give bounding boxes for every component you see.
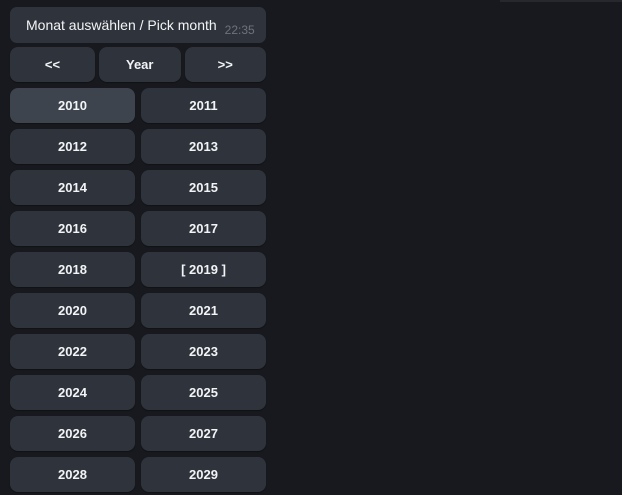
year-button[interactable]: 2013: [141, 129, 266, 164]
next-page-button[interactable]: >>: [184, 47, 266, 82]
year-button[interactable]: 2016: [10, 211, 135, 246]
prev-page-button[interactable]: <<: [10, 47, 95, 82]
year-button[interactable]: 2024: [10, 375, 135, 410]
top-edge-highlight: [500, 0, 622, 2]
message-timestamp: 22:35: [224, 23, 255, 37]
message-bubble: Monat auswählen / Pick month 22:35: [10, 7, 266, 43]
year-button[interactable]: 2017: [141, 211, 266, 246]
year-button[interactable]: 2011: [141, 88, 266, 123]
year-button[interactable]: 2027: [141, 416, 266, 451]
year-button[interactable]: 2025: [141, 375, 266, 410]
year-button[interactable]: 2023: [141, 334, 266, 369]
year-button[interactable]: 2010: [10, 88, 135, 123]
year-button[interactable]: 2014: [10, 170, 135, 205]
year-button[interactable]: 2012: [10, 129, 135, 164]
bot-message-group: Monat auswählen / Pick month 22:35 << Ye…: [10, 7, 266, 492]
inline-keyboard-nav-row: << Year >>: [10, 47, 266, 82]
year-grid: 2010 2011 2012 2013 2014 2015 2016 2017 …: [10, 88, 266, 492]
message-text: Monat auswählen / Pick month: [26, 17, 217, 33]
year-mode-button[interactable]: Year: [99, 47, 181, 82]
year-button-selected[interactable]: [ 2019 ]: [141, 252, 266, 287]
year-button[interactable]: 2015: [141, 170, 266, 205]
year-button[interactable]: 2026: [10, 416, 135, 451]
year-button[interactable]: 2020: [10, 293, 135, 328]
year-button[interactable]: 2018: [10, 252, 135, 287]
year-button[interactable]: 2022: [10, 334, 135, 369]
year-button[interactable]: 2021: [141, 293, 266, 328]
year-button[interactable]: 2028: [10, 457, 135, 492]
year-button[interactable]: 2029: [141, 457, 266, 492]
